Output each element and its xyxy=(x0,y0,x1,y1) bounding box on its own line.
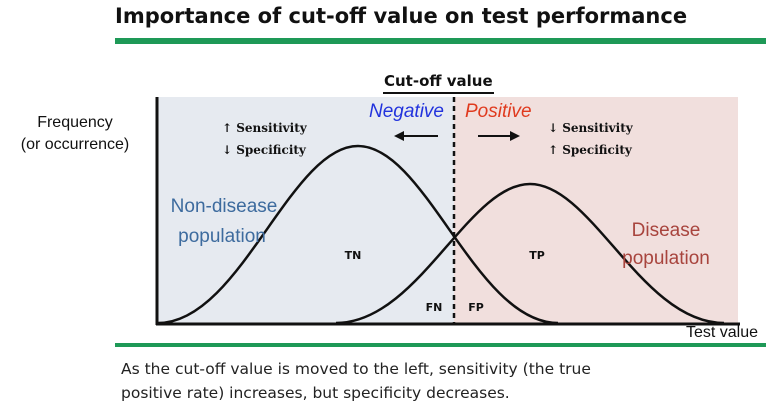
title-divider xyxy=(115,38,766,44)
non-disease-label-line1: Non-disease xyxy=(171,196,278,217)
disease-label-line1: Disease xyxy=(632,220,701,241)
fn-label: FN xyxy=(426,301,443,314)
non-disease-label-line2: population xyxy=(178,226,266,247)
disease-curve xyxy=(335,182,725,325)
tn-label: TN xyxy=(345,249,362,262)
fp-label: FP xyxy=(468,301,484,314)
caption: As the cut-off value is moved to the lef… xyxy=(121,357,761,405)
positive-label: Positive xyxy=(465,101,532,122)
left-sensitivity-indicator: ↑ Sensitivity xyxy=(222,121,308,135)
page-title: Importance of cut-off value on test perf… xyxy=(115,4,688,28)
y-axis-label: Frequency (or occurrence) xyxy=(0,112,150,156)
cutoff-value-label: Cut-off value xyxy=(383,72,494,94)
right-arrow-icon xyxy=(478,131,520,141)
caption-line2: positive rate) increases, but specificit… xyxy=(121,384,510,402)
right-specificity-indicator: ↑ Specificity xyxy=(548,143,633,157)
y-axis-label-line1: Frequency xyxy=(37,114,113,131)
negative-region-background xyxy=(158,97,454,324)
x-axis-label: Test value xyxy=(685,324,758,341)
negative-label: Negative xyxy=(369,101,444,122)
disease-label-line2: population xyxy=(622,248,710,269)
caption-divider xyxy=(115,343,766,347)
y-axis-label-line2: (or occurrence) xyxy=(20,136,130,153)
positive-region-background xyxy=(454,97,738,324)
left-arrow-icon xyxy=(394,131,438,141)
left-specificity-indicator: ↓ Specificity xyxy=(222,143,307,157)
caption-line1: As the cut-off value is moved to the lef… xyxy=(121,360,591,378)
non-disease-curve xyxy=(157,144,559,325)
tp-label: TP xyxy=(529,249,545,262)
right-sensitivity-indicator: ↓ Sensitivity xyxy=(548,121,634,135)
